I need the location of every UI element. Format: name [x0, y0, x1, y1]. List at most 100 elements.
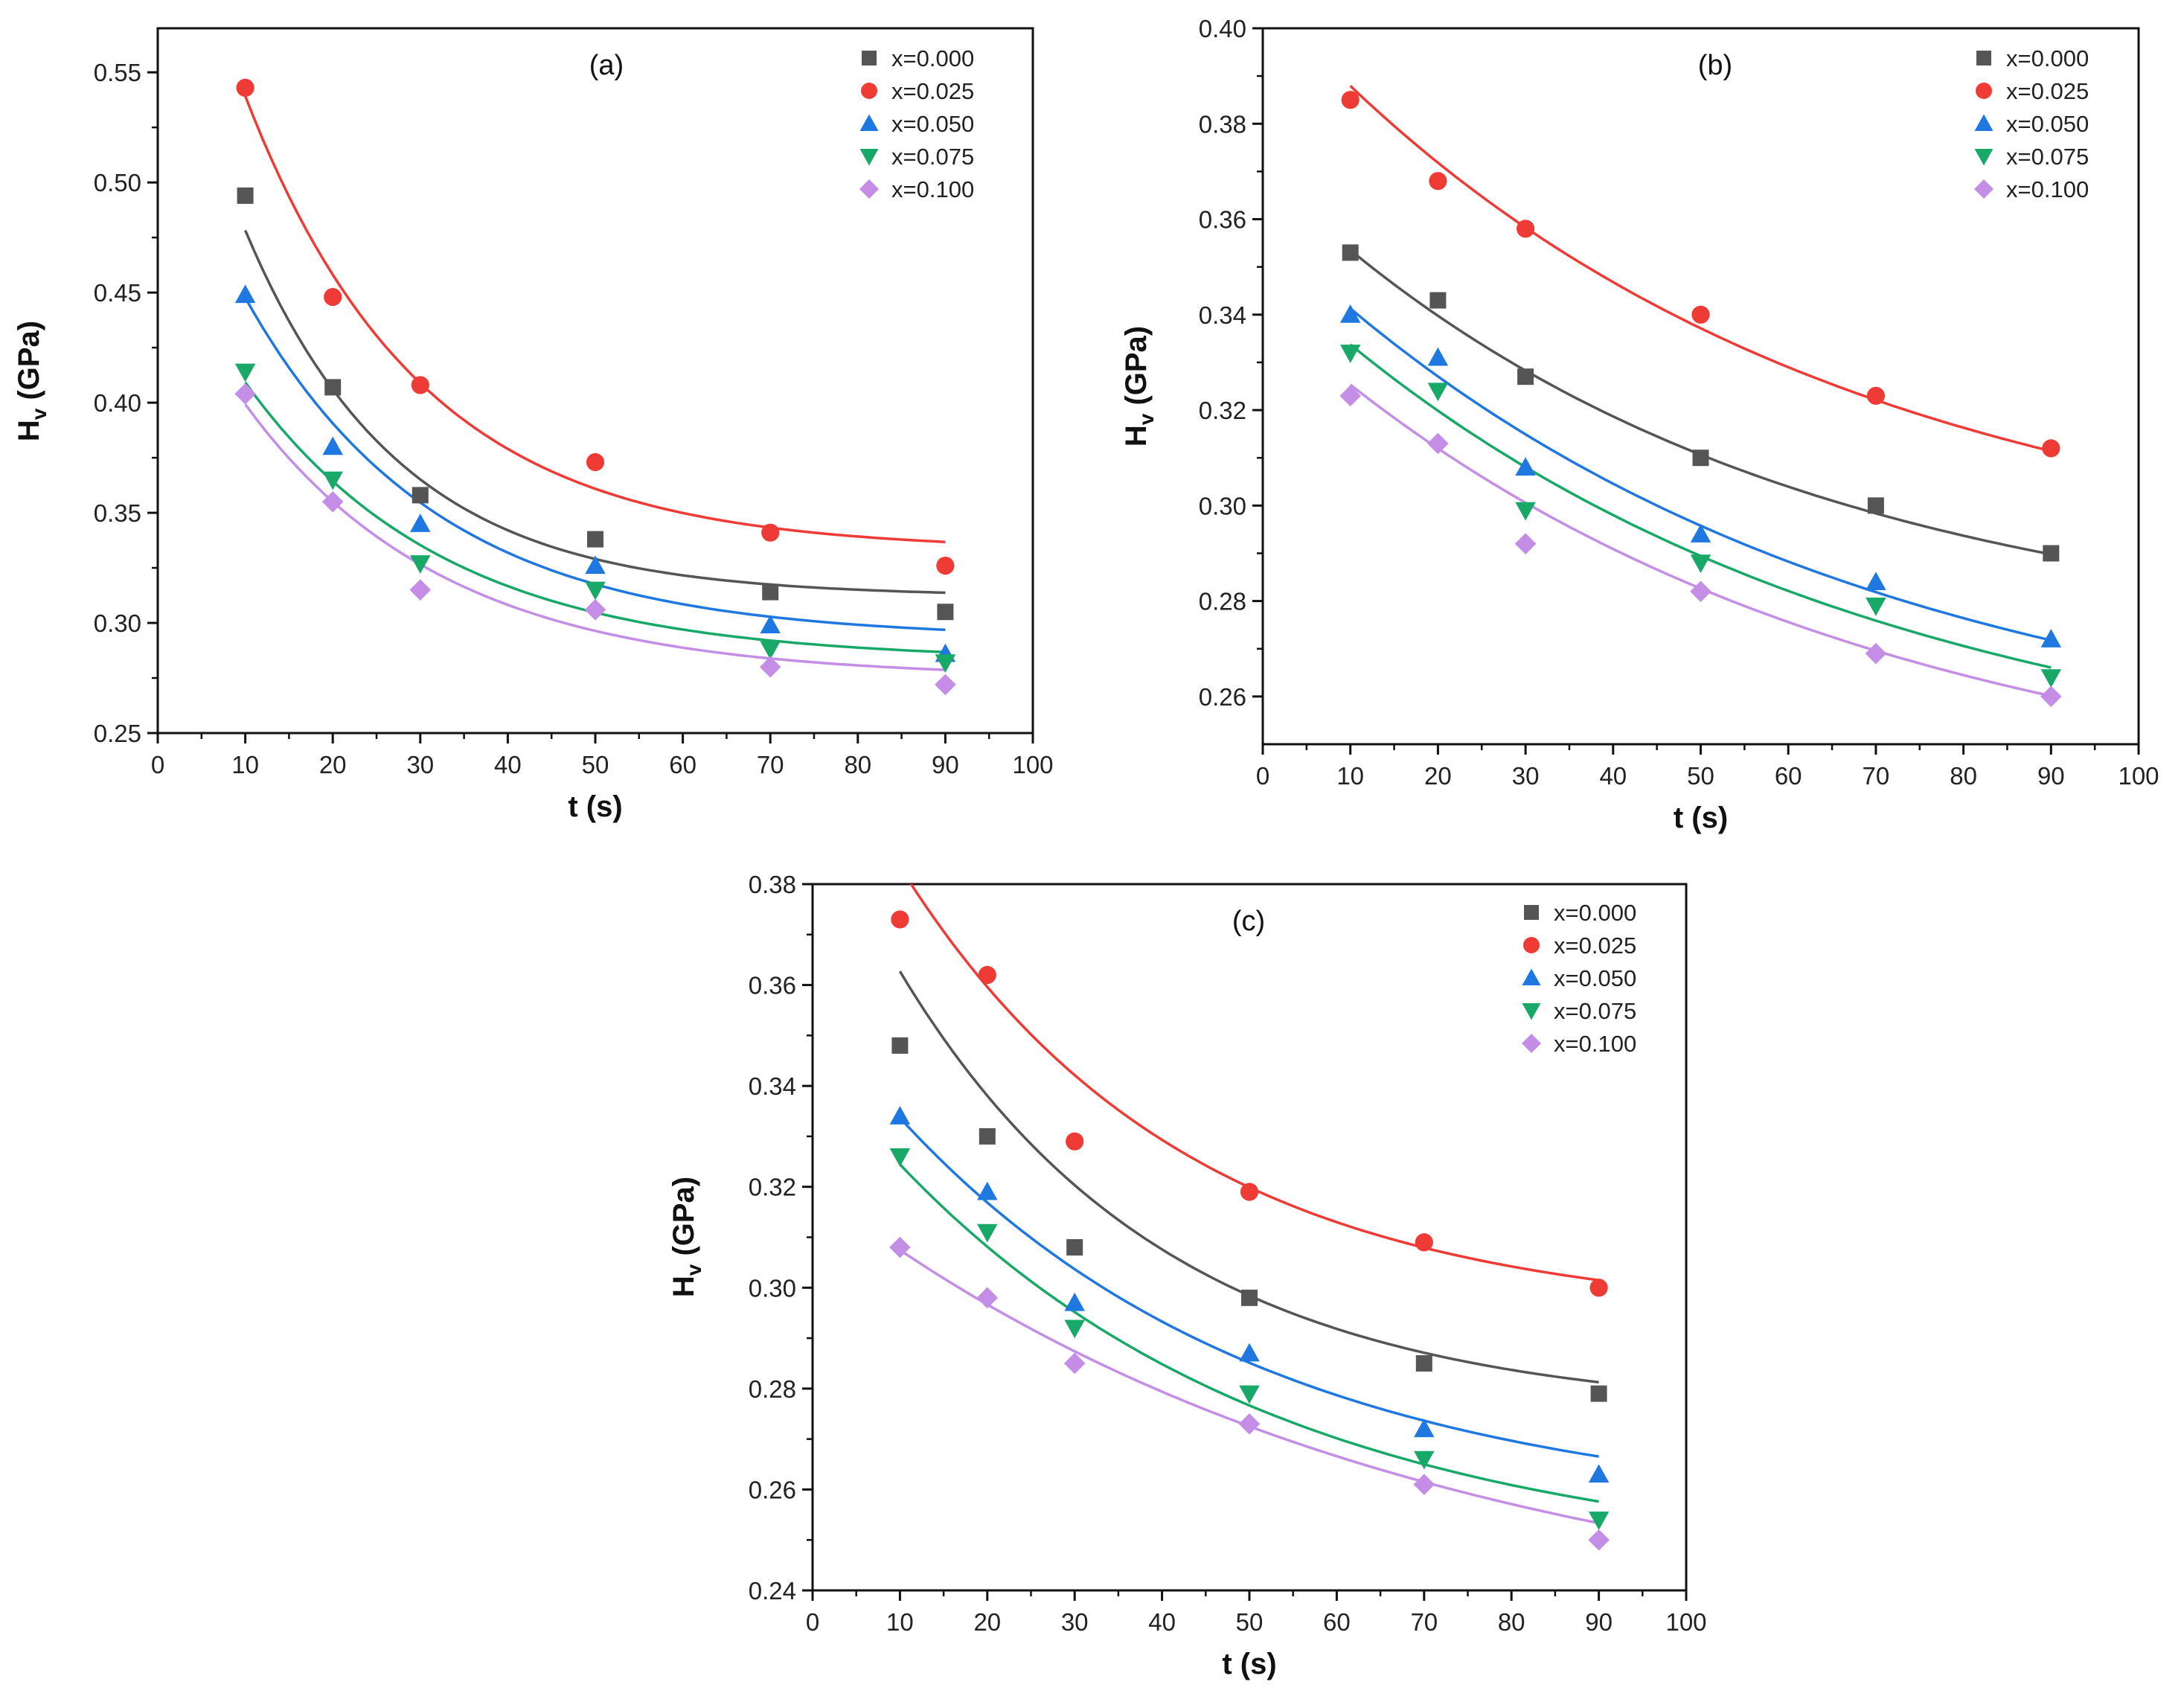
panel-title: (c): [1232, 906, 1265, 937]
data-point-x=0.050: [760, 615, 781, 633]
data-point-x=0.050: [1339, 304, 1361, 323]
x-tick-label: 30: [1512, 762, 1540, 790]
data-point-x=0.050: [1690, 524, 1711, 543]
x-tick-label: 20: [1424, 762, 1452, 790]
x-tick-label: 70: [1410, 1608, 1438, 1636]
data-point-x=0.025: [761, 523, 780, 542]
data-point-x=0.100: [1427, 432, 1449, 455]
y-tick-label: 0.45: [94, 279, 141, 307]
data-point-x=0.025: [1517, 220, 1535, 238]
data-point-x=0.025: [236, 78, 254, 97]
legend-marker: [1974, 179, 1994, 199]
legend-label: x=0.000: [1554, 900, 1636, 926]
data-point-x=0.050: [1588, 1464, 1610, 1483]
data-point-x=0.100: [1588, 1529, 1610, 1551]
legend-label: x=0.000: [891, 45, 974, 71]
y-tick-label: 0.40: [1199, 15, 1246, 42]
data-point-x=0.100: [1063, 1352, 1086, 1375]
data-point-x=0.000: [1517, 368, 1534, 386]
panel-a: 0 10 20 30 40 50 60 70 80 90 100 0.25 0.30 0.35 0.40 0.…: [13, 27, 1054, 823]
y-tick-label: 0.32: [1199, 397, 1246, 424]
x-tick-label: 30: [1061, 1608, 1089, 1636]
legend-marker: [859, 179, 879, 199]
y-tick-label: 0.28: [1199, 588, 1246, 615]
x-tick-label: 40: [1599, 762, 1627, 790]
data-point-x=0.075: [1414, 1450, 1435, 1470]
data-point-x=0.000: [1867, 497, 1884, 514]
x-tick-label: 100: [1012, 751, 1053, 778]
y-tick-label: 0.34: [1199, 301, 1246, 329]
x-tick-label: 100: [2118, 762, 2159, 790]
x-axis-title: t (s): [1222, 1648, 1276, 1680]
data-point-x=0.100: [1514, 533, 1537, 554]
y-tick-label: 0.32: [749, 1174, 796, 1201]
legend-marker: [1976, 83, 1992, 99]
data-point-x=0.050: [1239, 1343, 1260, 1362]
legend-marker: [1974, 149, 1994, 166]
panel-c: 0 10 20 30 40 50 60 70 80 90 100 0.24 0.26 0.28 0.30 0.…: [667, 871, 1707, 1680]
data-point-x=0.025: [1341, 91, 1360, 109]
y-tick-label: 0.26: [1199, 683, 1246, 711]
data-point-x=0.000: [1692, 450, 1709, 467]
y-tick-label: 0.30: [749, 1274, 796, 1302]
y-tick-label: 0.24: [749, 1577, 796, 1605]
fit-curve-x=0.075: [1349, 343, 2052, 669]
data-point-x=0.025: [978, 965, 996, 985]
x-tick-label: 10: [886, 1608, 914, 1636]
data-point-x=0.075: [410, 555, 431, 574]
data-point-x=0.025: [1589, 1279, 1608, 1297]
data-point-x=0.025: [411, 376, 429, 394]
y-axis-title: Hv (GPa): [13, 321, 51, 441]
y-tick-label: 0.38: [1199, 110, 1246, 138]
legend-label: x=0.075: [2006, 144, 2089, 170]
legend-label: x=0.050: [2006, 111, 2089, 137]
data-point-x=0.075: [1239, 1385, 1260, 1404]
panel-title: (a): [589, 50, 624, 81]
data-point-x=0.075: [1866, 598, 1886, 616]
x-tick-label: 30: [406, 751, 434, 778]
legend-label: x=0.050: [1554, 965, 1636, 991]
data-point-x=0.025: [324, 287, 342, 307]
x-tick-label: 20: [319, 751, 347, 778]
x-tick-label: 90: [2037, 762, 2065, 790]
x-axis-title: t (s): [568, 790, 622, 823]
legend-label: x=0.100: [891, 176, 974, 202]
legend-label: x=0.025: [1554, 933, 1636, 959]
x-tick-label: 80: [1950, 762, 1977, 790]
y-tick-label: 0.36: [1199, 206, 1246, 234]
data-point-x=0.100: [1865, 642, 1887, 665]
data-point-x=0.100: [1339, 385, 1361, 407]
data-point-x=0.100: [889, 1236, 911, 1258]
x-tick-label: 70: [757, 751, 784, 778]
x-tick-label: 90: [1585, 1608, 1613, 1636]
legend-marker: [1522, 968, 1541, 985]
y-tick-label: 0.38: [749, 871, 796, 898]
data-point-x=0.050: [410, 514, 431, 532]
legend-label: x=0.075: [1554, 998, 1636, 1024]
data-point-x=0.100: [976, 1287, 999, 1309]
data-point-x=0.025: [586, 452, 605, 472]
legend-marker: [861, 83, 877, 99]
legend-marker: [862, 51, 877, 65]
data-point-x=0.100: [234, 383, 256, 405]
legend-label: x=0.025: [2006, 78, 2089, 104]
data-point-x=0.000: [411, 487, 429, 504]
y-tick-label: 0.30: [1199, 492, 1246, 519]
data-point-x=0.050: [1064, 1292, 1085, 1311]
x-tick-label: 60: [1775, 762, 1802, 790]
x-tick-label: 70: [1863, 762, 1890, 790]
x-tick-label: 50: [582, 751, 609, 778]
data-point-x=0.100: [409, 579, 432, 601]
data-point-x=0.025: [891, 910, 909, 929]
data-point-x=0.050: [234, 284, 256, 304]
y-tick-label: 0.55: [94, 59, 141, 86]
data-point-x=0.075: [234, 363, 256, 383]
data-point-x=0.050: [585, 555, 606, 575]
data-point-x=0.100: [1238, 1413, 1261, 1435]
data-point-x=0.000: [587, 531, 603, 548]
x-tick-label: 0: [806, 1608, 819, 1636]
y-tick-label: 0.25: [94, 720, 141, 747]
y-tick-label: 0.30: [94, 610, 141, 637]
legend-label: x=0.000: [2006, 45, 2089, 71]
legend-marker: [1974, 114, 1994, 131]
